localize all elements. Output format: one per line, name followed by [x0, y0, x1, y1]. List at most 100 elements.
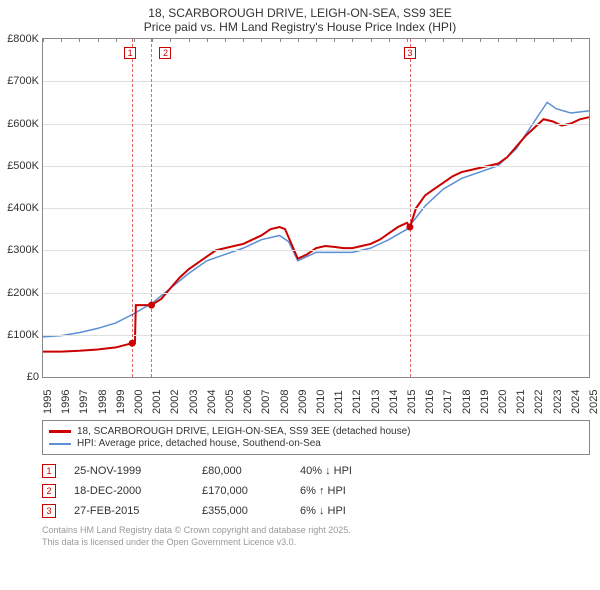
footer-line-2: This data is licensed under the Open Gov… [42, 537, 590, 549]
x-tick [553, 38, 554, 42]
x-tick [534, 38, 535, 42]
x-axis-label: 2019 [479, 390, 491, 414]
y-gridline [43, 250, 589, 251]
sale-date: 25-NOV-1999 [74, 465, 184, 477]
x-tick [243, 38, 244, 42]
y-gridline [43, 293, 589, 294]
x-axis-label: 2021 [515, 390, 527, 414]
y-axis-label: £200K [3, 287, 39, 299]
x-tick [407, 38, 408, 42]
sale-row: 3 27-FEB-2015 £355,000 6% ↓ HPI [42, 501, 590, 521]
x-tick [352, 38, 353, 42]
x-axis-label: 2022 [533, 390, 545, 414]
sale-marker-badge: 3 [42, 504, 56, 518]
x-tick [116, 38, 117, 42]
sale-price: £80,000 [202, 465, 282, 477]
y-axis-label: £600K [3, 118, 39, 130]
x-axis-label: 2016 [424, 390, 436, 414]
marker-badge-2: 2 [159, 47, 171, 59]
sale-row: 1 25-NOV-1999 £80,000 40% ↓ HPI [42, 461, 590, 481]
y-gridline [43, 124, 589, 125]
sale-marker-badge: 1 [42, 464, 56, 478]
y-axis-label: £700K [3, 75, 39, 87]
x-axis-label: 1997 [78, 390, 90, 414]
x-tick [261, 38, 262, 42]
x-tick [480, 38, 481, 42]
footer-line-1: Contains HM Land Registry data © Crown c… [42, 525, 590, 537]
x-axis-label: 1998 [97, 390, 109, 414]
sales-table: 1 25-NOV-1999 £80,000 40% ↓ HPI 2 18-DEC-2000… [42, 461, 590, 521]
sale-row: 2 18-DEC-2000 £170,000 6% ↑ HPI [42, 481, 590, 501]
x-tick [571, 38, 572, 42]
x-tick [443, 38, 444, 42]
marker-badge-3: 3 [404, 47, 416, 59]
x-axis-label: 1996 [60, 390, 72, 414]
x-axis-label: 2008 [279, 390, 291, 414]
x-axis-label: 2015 [406, 390, 418, 414]
legend-label: HPI: Average price, detached house, Sout… [77, 438, 321, 449]
marker-line-3 [410, 39, 411, 377]
attribution-footer: Contains HM Land Registry data © Crown c… [42, 525, 590, 548]
marker-badge-1: 1 [124, 47, 136, 59]
series-hpi [43, 102, 589, 336]
x-tick [462, 38, 463, 42]
x-axis-label: 2014 [388, 390, 400, 414]
legend-item: 18, SCARBOROUGH DRIVE, LEIGH-ON-SEA, SS9… [49, 426, 583, 437]
x-tick [334, 38, 335, 42]
x-tick [498, 38, 499, 42]
x-tick [189, 38, 190, 42]
x-tick [225, 38, 226, 42]
y-gridline [43, 208, 589, 209]
legend-swatch [49, 430, 71, 433]
x-tick [425, 38, 426, 42]
x-tick [516, 38, 517, 42]
title-line-2: Price paid vs. HM Land Registry's House … [4, 20, 596, 34]
x-axis-label: 2000 [133, 390, 145, 414]
x-axis-label: 2017 [442, 390, 454, 414]
y-axis-label: £400K [3, 202, 39, 214]
x-tick [389, 38, 390, 42]
x-tick [207, 38, 208, 42]
x-axis-label: 2010 [315, 390, 327, 414]
x-axis-label: 2011 [333, 390, 345, 414]
sale-date: 18-DEC-2000 [74, 485, 184, 497]
sale-delta: 6% ↑ HPI [300, 485, 390, 497]
sale-price: £355,000 [202, 505, 282, 517]
x-tick [371, 38, 372, 42]
title-line-1: 18, SCARBOROUGH DRIVE, LEIGH-ON-SEA, SS9… [4, 6, 596, 20]
y-axis-label: £300K [3, 244, 39, 256]
legend: 18, SCARBOROUGH DRIVE, LEIGH-ON-SEA, SS9… [42, 420, 590, 455]
x-tick [61, 38, 62, 42]
y-gridline [43, 335, 589, 336]
y-gridline [43, 166, 589, 167]
sale-delta: 6% ↓ HPI [300, 505, 390, 517]
sale-date: 27-FEB-2015 [74, 505, 184, 517]
x-axis-label: 2013 [370, 390, 382, 414]
y-axis-label: £100K [3, 329, 39, 341]
x-axis-label: 2006 [242, 390, 254, 414]
x-axis-label: 2002 [169, 390, 181, 414]
x-axis-label: 2012 [351, 390, 363, 414]
x-axis-label: 2018 [461, 390, 473, 414]
x-axis-label: 2025 [588, 390, 600, 414]
sale-price: £170,000 [202, 485, 282, 497]
x-tick [589, 38, 590, 42]
x-axis-label: 2023 [552, 390, 564, 414]
sale-delta: 40% ↓ HPI [300, 465, 390, 477]
chart-title: 18, SCARBOROUGH DRIVE, LEIGH-ON-SEA, SS9… [0, 0, 600, 36]
sale-marker-badge: 2 [42, 484, 56, 498]
y-gridline [43, 81, 589, 82]
legend-label: 18, SCARBOROUGH DRIVE, LEIGH-ON-SEA, SS9… [77, 426, 410, 437]
x-axis-label: 2024 [570, 390, 582, 414]
x-tick [280, 38, 281, 42]
marker-line-1 [132, 39, 133, 377]
x-axis-label: 2005 [224, 390, 236, 414]
legend-swatch [49, 443, 71, 445]
x-tick [170, 38, 171, 42]
x-tick [316, 38, 317, 42]
x-axis-label: 2007 [260, 390, 272, 414]
y-axis-label: £800K [3, 33, 39, 45]
x-axis-label: 1995 [42, 390, 54, 414]
x-axis-label: 1999 [115, 390, 127, 414]
marker-line-2 [151, 39, 152, 377]
